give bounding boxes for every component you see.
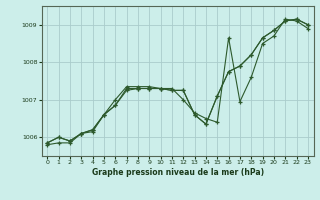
X-axis label: Graphe pression niveau de la mer (hPa): Graphe pression niveau de la mer (hPa) bbox=[92, 168, 264, 177]
